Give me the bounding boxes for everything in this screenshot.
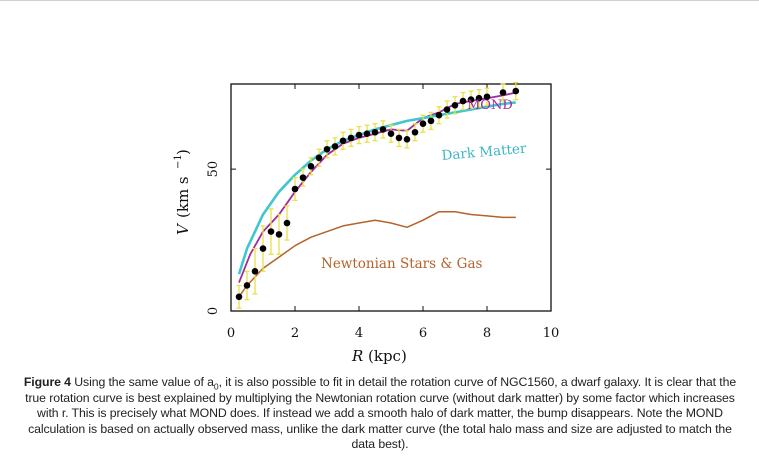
data-point: [291, 185, 299, 193]
data-point: [419, 120, 427, 128]
x-axis-symbol: R: [351, 347, 363, 365]
y-tick-label: 0: [206, 307, 221, 315]
data-point: [267, 228, 275, 235]
caption-text-2: , it is also possible to fit in detail t…: [25, 375, 737, 452]
data-point: [307, 162, 315, 170]
x-tick-label: 8: [483, 326, 491, 341]
data-point: [467, 96, 475, 103]
data-point: [363, 130, 371, 137]
data-point: [371, 128, 379, 136]
rotation-curve-chart: 0 2 4 6 8 10 0 50 R (kpc) V (km s −1 ) MOND Dar…: [173, 81, 560, 365]
data-point: [435, 111, 443, 119]
x-tick-label: 10: [543, 326, 560, 341]
data-point: [235, 293, 243, 301]
data-point: [355, 131, 363, 139]
data-point: [403, 136, 411, 143]
data-point: [339, 137, 347, 145]
figure-caption: Figure 4 Using the same value of a0, it …: [16, 375, 744, 453]
data-point: [459, 97, 467, 105]
caption-subscript: 0: [213, 381, 219, 392]
x-tick-label: 4: [355, 326, 363, 341]
data-point: [387, 130, 395, 137]
data-point: [323, 145, 331, 153]
data-point: [331, 143, 339, 150]
data-point: [499, 89, 507, 96]
data-point: [299, 174, 307, 181]
top-rule: [0, 0, 759, 1]
data-point: [243, 282, 251, 289]
dark-matter-label: Dark Matter: [441, 141, 528, 164]
plot-layer: 0 2 4 6 8 10 0 50: [206, 81, 560, 341]
data-point: [427, 117, 435, 125]
y-axis-unit-exponent: −1: [173, 154, 184, 169]
data-point: [315, 154, 323, 162]
y-axis-unit-close: ): [174, 149, 192, 155]
x-tick-label: 0: [227, 326, 235, 341]
caption-lead: Figure 4: [23, 375, 71, 389]
mond-label: MOND: [467, 98, 513, 113]
caption-text-1: Using the same value of a: [70, 375, 214, 389]
x-tick-label: 6: [419, 326, 427, 341]
data-point: [347, 134, 355, 142]
data-point: [451, 101, 459, 109]
data-point: [283, 219, 291, 227]
data-point: [395, 134, 403, 142]
x-tick-label: 2: [291, 326, 299, 341]
newtonian-label: Newtonian Stars & Gas: [321, 256, 482, 272]
y-axis-label: V (km s −1 ): [173, 149, 192, 235]
data-point: [275, 231, 283, 238]
data-point: [512, 87, 520, 95]
y-axis-symbol: V: [174, 222, 192, 235]
y-axis-unit: (km s: [174, 176, 192, 218]
data-point: [443, 106, 451, 113]
data-point: [259, 245, 267, 252]
x-axis-unit: (kpc): [368, 347, 407, 365]
data-point: [411, 128, 419, 136]
data-point: [475, 94, 483, 102]
series-line: [237, 101, 516, 275]
series-line: [238, 210, 516, 298]
data-point: [483, 93, 491, 101]
data-point: [379, 126, 387, 133]
plot-frame: [230, 83, 552, 312]
y-tick-label: 50: [206, 161, 221, 178]
data-point: [251, 267, 259, 275]
